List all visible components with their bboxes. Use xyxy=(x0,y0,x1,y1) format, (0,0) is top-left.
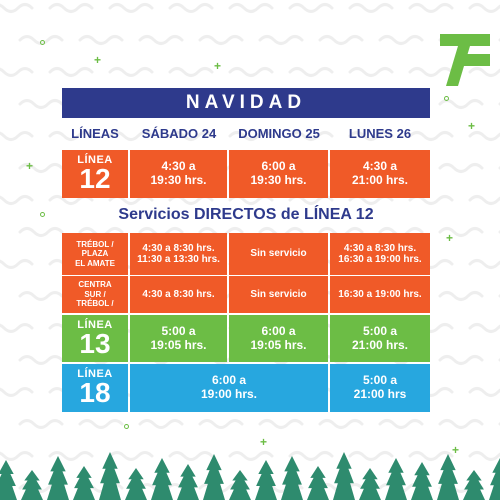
pine-tree xyxy=(307,466,329,500)
pine-tree xyxy=(281,456,303,500)
route-1-monday: 4:30 a 8:30 hrs. 16:30 a 19:00 hrs. xyxy=(330,233,430,275)
route-2-monday: 16:30 a 19:00 hrs. xyxy=(330,276,430,313)
pine-tree xyxy=(229,470,251,500)
plus-sparkle: + xyxy=(26,159,34,173)
line-number: 12 xyxy=(79,163,111,194)
page-title: NAVIDAD xyxy=(62,88,430,118)
line-18-saturday-sunday: 6:00 a 19:00 hrs. xyxy=(130,364,328,412)
line-13-badge: LÍNEA 13 xyxy=(62,315,128,362)
pine-tree xyxy=(385,458,407,500)
pine-tree xyxy=(203,454,225,500)
line-number: 13 xyxy=(79,327,111,359)
plus-sparkle: + xyxy=(452,443,460,457)
direct-services-title: Servicios DIRECTOS de LÍNEA 12 xyxy=(118,206,374,223)
pine-tree xyxy=(99,452,121,500)
plus-sparkle: + xyxy=(260,435,268,449)
line-13-sunday: 6:00 a 19:05 hrs. xyxy=(229,315,328,362)
route-trebol-plaza-label: TRÉBOL / PLAZA EL AMATE xyxy=(62,233,128,275)
circle-sparkle xyxy=(444,96,449,101)
plus-sparkle: + xyxy=(214,59,222,73)
header-saturday: SÁBADO 24 xyxy=(141,126,217,141)
line-18-badge: LÍNEA 18 xyxy=(62,364,128,412)
pine-tree xyxy=(125,468,147,500)
pine-tree xyxy=(463,470,485,500)
header-sunday: DOMINGO 25 xyxy=(238,126,320,141)
route-2-sunday: Sin servicio xyxy=(229,276,328,313)
plus-sparkle: + xyxy=(468,119,476,133)
line-12-saturday: 4:30 a 19:30 hrs. xyxy=(130,150,227,198)
pine-tree xyxy=(0,460,17,500)
pine-tree xyxy=(255,460,277,500)
line-label: LÍNEA xyxy=(77,318,113,331)
pine-tree xyxy=(47,456,69,500)
line-12-monday: 4:30 a 21:00 hrs. xyxy=(330,150,430,198)
line-12-sunday: 6:00 a 19:30 hrs. xyxy=(229,150,328,198)
line-label: LÍNEA xyxy=(77,154,113,166)
plus-sparkle: + xyxy=(94,53,102,67)
line-18-monday: 5:00 a 21:00 hrs xyxy=(330,364,430,412)
line-number: 18 xyxy=(79,377,111,408)
circle-sparkle xyxy=(40,212,45,217)
pine-tree-row xyxy=(0,452,500,500)
pine-tree xyxy=(73,466,95,500)
plus-sparkle: + xyxy=(446,231,454,245)
transmetro-logo xyxy=(440,34,490,86)
pine-tree xyxy=(359,468,381,500)
line-13-saturday: 5:00 a 19:05 hrs. xyxy=(130,315,227,362)
route-1-saturday: 4:30 a 8:30 hrs. 11:30 a 13:30 hrs. xyxy=(130,233,227,275)
pine-tree xyxy=(21,470,43,500)
pine-tree xyxy=(411,462,433,500)
header-lines: LÍNEAS xyxy=(71,126,119,141)
circle-sparkle xyxy=(40,40,45,45)
pine-tree xyxy=(333,452,355,500)
route-2-saturday: 4:30 a 8:30 hrs. xyxy=(130,276,227,313)
circle-sparkle xyxy=(124,424,129,429)
header-monday: LUNES 26 xyxy=(348,126,412,141)
line-12-badge: LÍNEA 12 xyxy=(62,150,128,198)
line-13-monday: 5:00 a 21:00 hrs. xyxy=(330,315,430,362)
pine-tree xyxy=(151,458,173,500)
pine-tree xyxy=(437,454,459,500)
line-label: LÍNEA xyxy=(77,368,113,380)
route-1-sunday: Sin servicio xyxy=(229,233,328,275)
pine-tree xyxy=(489,458,500,500)
pine-tree xyxy=(177,464,199,500)
route-centra-sur-label: CENTRA SUR / TRÉBOL / xyxy=(62,276,128,313)
